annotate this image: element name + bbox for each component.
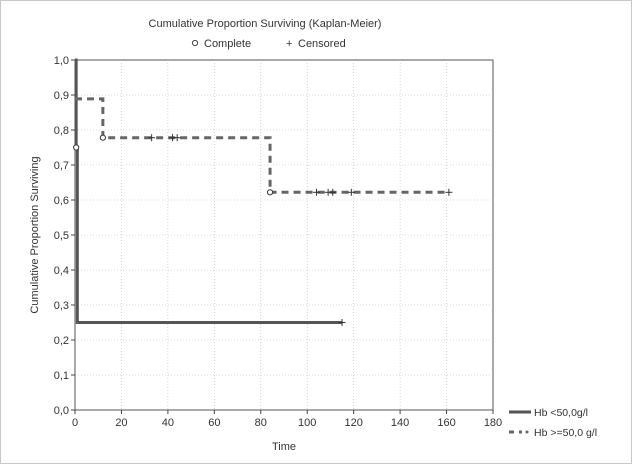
grid-lines xyxy=(75,60,493,410)
complete-legend-label: Complete xyxy=(204,38,251,50)
x-tick-label: 40 xyxy=(162,417,174,429)
y-tick-label: 0,7 xyxy=(54,160,69,172)
x-tick-label: 20 xyxy=(115,417,127,429)
legend-label-series-1: Hb <50,0g/l xyxy=(534,407,588,419)
complete-marker-legend xyxy=(191,39,199,47)
censored-legend-plus: + xyxy=(286,38,292,50)
y-tick-label: 0,3 xyxy=(54,300,69,312)
x-tick-label: 100 xyxy=(298,417,316,429)
x-axis-label: Time xyxy=(272,441,296,453)
complete-point xyxy=(266,189,274,196)
censored-point xyxy=(329,188,337,196)
censored-point xyxy=(148,134,156,142)
censored-point xyxy=(313,188,321,196)
x-tick-label: 0 xyxy=(72,417,78,429)
y-tick-label: 0,9 xyxy=(54,90,69,102)
x-tick-label: 160 xyxy=(437,417,455,429)
y-tick-label: 0,0 xyxy=(54,405,69,417)
x-tick-label: 80 xyxy=(255,417,267,429)
x-tick-label: 120 xyxy=(344,417,362,429)
x-tick-label: 180 xyxy=(484,417,502,429)
y-tick-label: 0,8 xyxy=(54,125,69,137)
y-axis-label: Cumulative Proportion Surviving xyxy=(29,156,41,313)
complete-point xyxy=(99,134,106,141)
x-tick-label: 60 xyxy=(208,417,220,429)
y-tick-label: 0,1 xyxy=(54,370,69,382)
y-tick-label: 0,6 xyxy=(54,195,69,207)
x-tick-label: 140 xyxy=(391,417,409,429)
censored-point xyxy=(445,188,453,196)
y-tick-label: 0,2 xyxy=(54,335,69,347)
plot-area xyxy=(74,59,494,411)
censored-legend-label: Censored xyxy=(298,38,346,50)
legend-label-series-2: Hb >=50,0 g/l xyxy=(534,427,597,439)
series-line-2 xyxy=(75,97,447,194)
y-tick-label: 0,5 xyxy=(54,230,69,242)
axis-ticks: 0 20 40 60 80 100 120 140 160 180 0,0 0,1 0,2 0,3 0,4 0… xyxy=(54,55,502,429)
legend-dot-series-2 xyxy=(525,430,529,434)
chart-title: Cumulative Proportion Surviving (Kaplan-… xyxy=(149,18,382,30)
censored-point xyxy=(347,188,355,196)
y-tick-label: 1,0 xyxy=(54,55,69,67)
complete-point xyxy=(73,144,80,151)
y-tick-label: 0,4 xyxy=(54,265,69,277)
censored-point xyxy=(338,319,346,326)
censored-point xyxy=(173,134,181,142)
series-group xyxy=(73,58,453,326)
